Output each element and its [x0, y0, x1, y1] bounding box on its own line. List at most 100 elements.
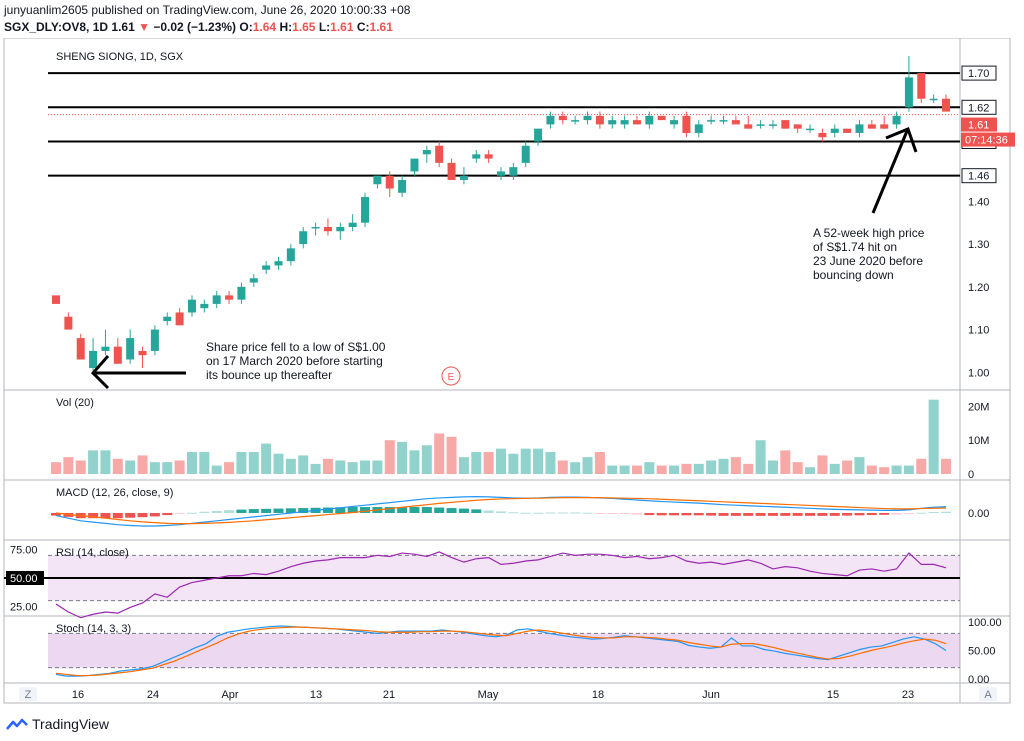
volume-bar — [842, 460, 853, 474]
candle-body — [558, 115, 567, 121]
volume-bar — [224, 462, 235, 474]
candle-body — [101, 346, 110, 351]
auto-scale-button — [979, 687, 997, 701]
macd-tick-label: 0.00 — [968, 508, 989, 520]
low-value: 1.61 — [330, 20, 354, 34]
macd-histogram-bar — [137, 513, 148, 518]
volume-bar — [706, 460, 717, 474]
stoch-tick-label: 0.00 — [968, 674, 989, 686]
candle-body — [299, 231, 308, 245]
volume-bar — [780, 450, 791, 474]
candle-body — [694, 124, 703, 133]
macd-histogram-bar — [582, 512, 593, 514]
macd-histogram-bar — [903, 513, 914, 515]
macd-histogram-bar — [199, 511, 210, 513]
candle-body — [447, 162, 456, 180]
price-tick-label: 1.62 — [968, 102, 989, 114]
high-annotation-line: A 52-week high price — [813, 226, 925, 240]
earnings-marker-icon — [441, 366, 461, 386]
candle-body — [744, 124, 753, 129]
stock-chart[interactable]: 1.701.621.541.461.401.301.201.101.001.61… — [0, 38, 1024, 713]
candle-body — [595, 115, 604, 125]
volume-bar — [372, 460, 383, 474]
candle-body — [830, 128, 839, 133]
macd-histogram-bar — [520, 512, 531, 514]
candle-body — [163, 316, 172, 322]
volume-bar — [347, 462, 358, 474]
time-tick-label: 21 — [383, 689, 395, 701]
candle-body — [583, 115, 592, 121]
volume-bar — [285, 458, 296, 474]
high-value: 1.65 — [292, 20, 316, 34]
macd-histogram-bar — [928, 511, 939, 513]
candle-body — [373, 175, 382, 185]
low-annotation-line: on 17 March 2020 before starting — [206, 354, 383, 368]
macd-histogram-bar — [631, 513, 642, 515]
candle-body — [756, 124, 765, 126]
macd-histogram-bar — [298, 508, 309, 513]
candle-body — [497, 171, 505, 176]
chart-title: SHENG SIONG, 1D, SGX — [56, 51, 184, 63]
candle-body — [657, 115, 666, 121]
volume-bar — [557, 460, 568, 474]
candle-body — [608, 120, 617, 125]
volume-bar — [916, 458, 927, 474]
volume-bar — [261, 443, 272, 474]
volume-bar — [545, 452, 556, 474]
time-tick-label: 16 — [72, 689, 84, 701]
price-tick-label: 1.20 — [968, 282, 989, 294]
candle-body — [225, 295, 234, 300]
high-annotation-line: 23 June 2020 before — [813, 254, 923, 268]
macd-histogram-bar — [88, 513, 99, 519]
candle-body — [707, 120, 716, 122]
stoch-d-line — [55, 626, 947, 677]
candle-body — [138, 350, 147, 356]
volume-bar — [681, 463, 692, 474]
volume-bar — [879, 467, 890, 474]
volume-bar — [310, 463, 321, 474]
macd-histogram-bar — [557, 512, 568, 514]
macd-histogram-bar — [149, 513, 160, 517]
candle-body — [348, 222, 357, 227]
candle-body — [917, 73, 926, 99]
candle-body — [361, 197, 370, 223]
volume-bar — [51, 462, 61, 474]
volume-bar — [607, 465, 618, 474]
volume-bar — [409, 450, 420, 474]
candle-body — [620, 120, 629, 125]
candle-body — [385, 175, 394, 189]
candle-body — [175, 312, 184, 326]
macd-histogram-bar — [458, 508, 469, 513]
high-arrowhead-icon — [885, 127, 918, 153]
volume-bar — [829, 463, 840, 474]
macd-histogram-bar — [186, 512, 197, 514]
time-tick-label: 13 — [310, 689, 322, 701]
low-annotation-line: its bounce up thereafter — [206, 368, 332, 382]
low-arrowhead-icon — [90, 355, 110, 390]
macd-histogram-bar — [570, 512, 581, 514]
volume-bar — [112, 458, 123, 474]
macd-title: MACD (12, 26, close, 9) — [56, 487, 173, 499]
volume-bar — [100, 450, 111, 474]
macd-histogram-bar — [706, 513, 717, 516]
macd-histogram-bar — [261, 508, 272, 513]
candle-body — [806, 128, 815, 131]
candle-body — [422, 150, 431, 155]
volume-title: Vol (20) — [56, 397, 94, 409]
tradingview-footer[interactable]: TradingView — [6, 716, 109, 732]
macd-histogram-bar — [842, 513, 853, 516]
candle-body — [410, 158, 419, 172]
time-tick-label: Jun — [702, 689, 720, 701]
candle-body — [781, 120, 790, 129]
volume-bar — [125, 460, 136, 474]
macd-histogram-bar — [829, 513, 840, 516]
timezone-button — [19, 687, 37, 701]
macd-histogram-bar — [619, 513, 630, 515]
macd-histogram-bar — [891, 513, 902, 515]
macd-histogram-bar — [384, 507, 395, 513]
stoch-tick-label: 100.00 — [968, 617, 1002, 629]
candle-body — [880, 124, 889, 129]
candle-body — [64, 316, 73, 330]
auto-scale-label: A — [984, 689, 992, 701]
symbol-label: SGX_DLY:OV8, 1D — [4, 20, 109, 34]
